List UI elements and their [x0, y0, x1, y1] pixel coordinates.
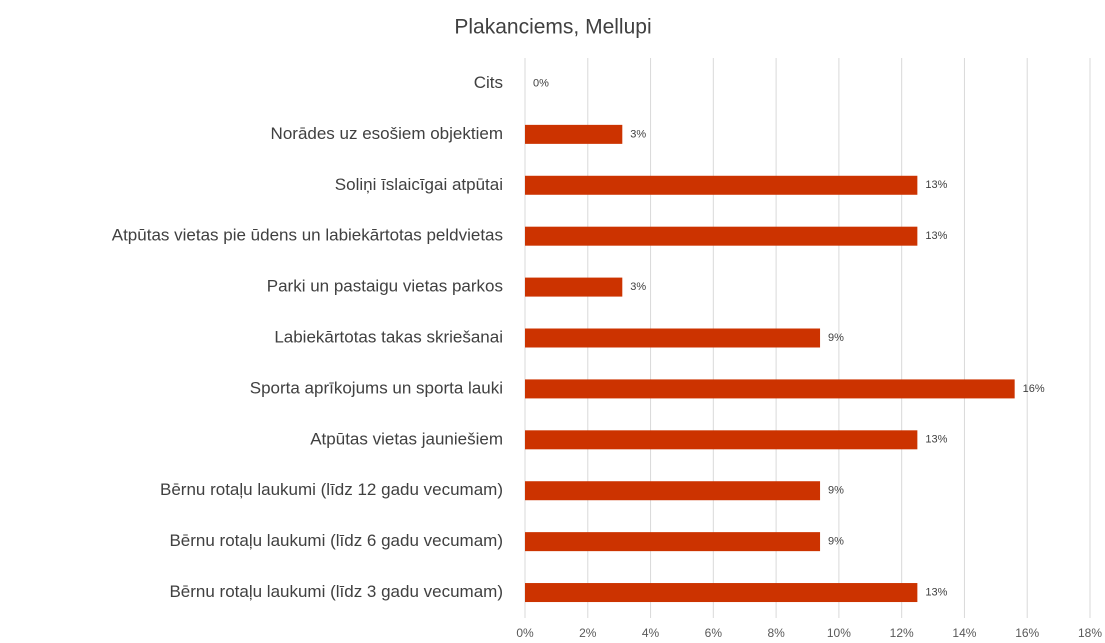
x-tick-label: 2% — [579, 626, 597, 640]
x-tick-label: 12% — [890, 626, 914, 640]
x-tick-label: 16% — [1015, 626, 1039, 640]
bar — [525, 481, 821, 501]
chart-title: Plakanciems, Mellupi — [454, 16, 651, 39]
category-label: Sporta aprīkojums un sporta lauki — [250, 378, 503, 397]
category-label: Bērnu rotaļu laukumi (līdz 3 gadu vecuma… — [169, 582, 503, 601]
bar — [525, 328, 821, 348]
bar — [525, 277, 623, 297]
data-label: 13% — [925, 586, 947, 598]
data-label: 9% — [828, 485, 844, 497]
bar — [525, 583, 918, 603]
data-label: 3% — [630, 128, 646, 140]
x-tick-label: 18% — [1078, 626, 1102, 640]
data-label: 9% — [828, 332, 844, 344]
data-label: 3% — [630, 281, 646, 293]
x-tick-label: 14% — [952, 626, 976, 640]
data-label: 13% — [925, 434, 947, 446]
data-label: 16% — [1023, 383, 1045, 395]
category-label: Labiekārtotas takas skriešanai — [274, 327, 503, 346]
bar — [525, 532, 821, 552]
category-label: Bērnu rotaļu laukumi (līdz 12 gadu vecum… — [160, 480, 503, 499]
category-label: Soliņi īslaicīgai atpūtai — [335, 175, 503, 194]
category-label: Atpūtas vietas jauniešiem — [310, 429, 503, 448]
category-label: Atpūtas vietas pie ūdens un labiekārtota… — [112, 226, 503, 245]
x-tick-label: 10% — [827, 626, 851, 640]
bar — [525, 379, 1015, 399]
category-label: Norādes uz esošiem objektiem — [271, 124, 503, 143]
data-label: 0% — [533, 77, 549, 89]
category-label: Bērnu rotaļu laukumi (līdz 6 gadu vecuma… — [169, 531, 503, 550]
data-label: 13% — [925, 179, 947, 191]
category-label: Cits — [474, 73, 503, 92]
bar — [525, 124, 623, 144]
data-label: 13% — [925, 230, 947, 242]
data-label: 9% — [828, 536, 844, 548]
x-tick-label: 8% — [767, 626, 785, 640]
bar — [525, 430, 918, 450]
bar — [525, 226, 918, 246]
category-label: Parki un pastaigu vietas parkos — [267, 277, 503, 296]
bar — [525, 175, 918, 195]
x-tick-label: 0% — [516, 626, 534, 640]
x-tick-label: 6% — [705, 626, 723, 640]
x-tick-label: 4% — [642, 626, 660, 640]
